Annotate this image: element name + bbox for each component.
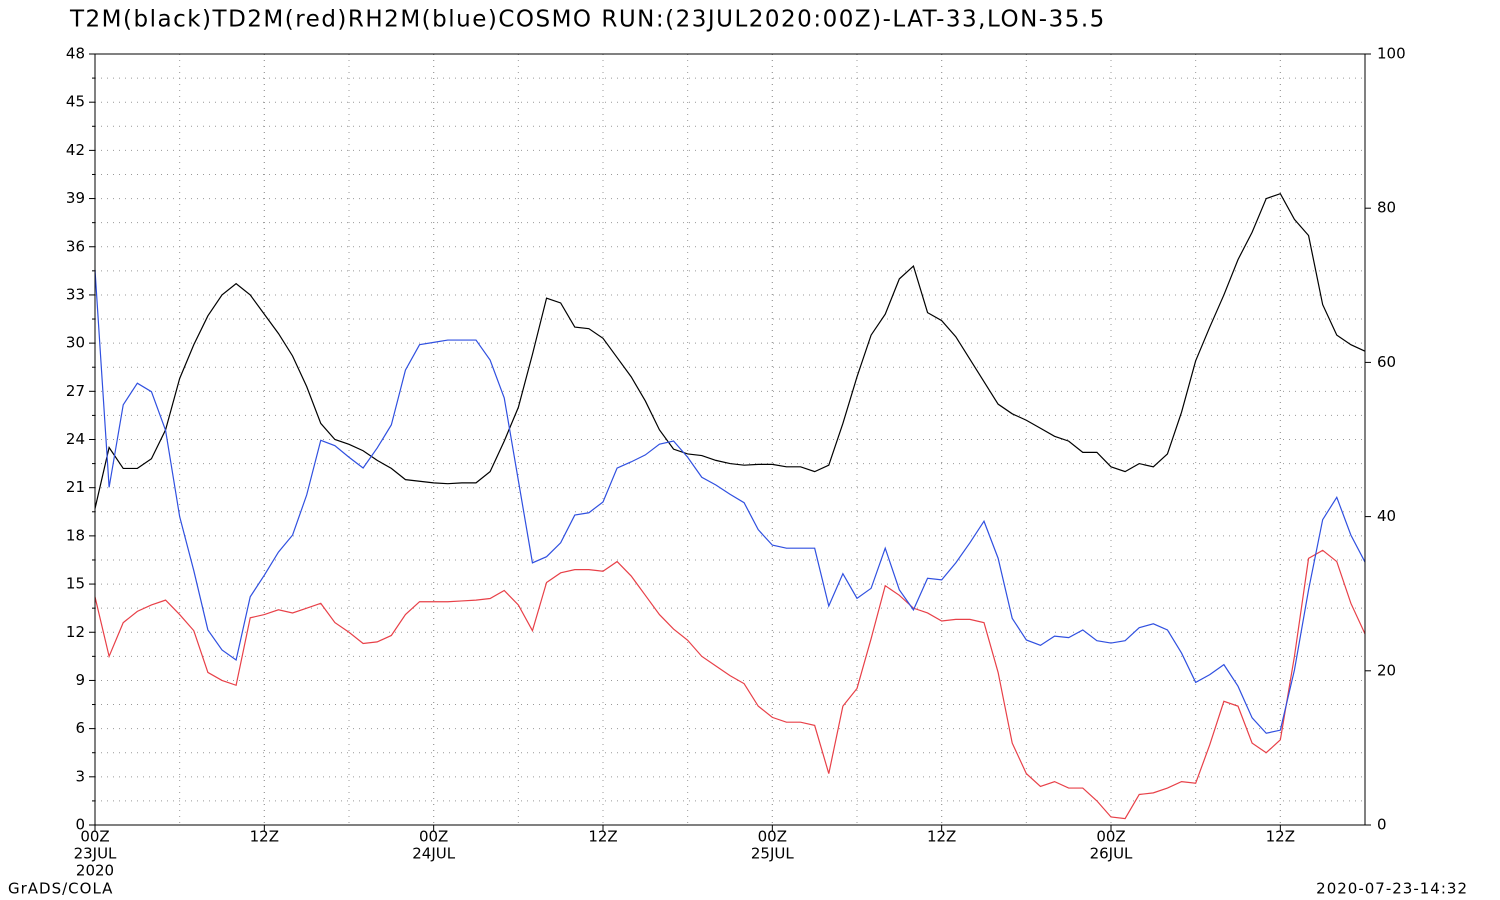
series-line — [94, 549, 1366, 820]
y-tick-label: 30 — [66, 334, 85, 352]
series-line — [94, 193, 1366, 509]
x-tick-label: 12Z — [588, 828, 617, 846]
y-tick-label: 0 — [75, 816, 85, 834]
y2-tick-label: 80 — [1377, 199, 1396, 217]
x-tick-label: 00Z — [1096, 828, 1125, 846]
chart-title: T2M(black)TD2M(red)RH2M(blue)COSMO RUN:(… — [69, 7, 1106, 33]
x-date-label: 25JUL — [751, 845, 794, 863]
y2-tick-label: 100 — [1377, 45, 1406, 63]
plot-frame — [94, 53, 1366, 826]
y-tick-label: 45 — [66, 93, 85, 111]
footer-left: GrADS/COLA — [8, 880, 113, 898]
x-tick-label: 12Z — [1266, 828, 1295, 846]
x-year-label: 2020 — [76, 862, 114, 880]
x-tick-label: 00Z — [80, 828, 109, 846]
y-tick-label: 24 — [66, 430, 85, 448]
x-tick-label: 12Z — [927, 828, 956, 846]
x-tick-label: 00Z — [419, 828, 448, 846]
y-tick-label: 18 — [66, 526, 85, 544]
y-tick-label: 39 — [66, 189, 85, 207]
x-date-label: 24JUL — [412, 845, 455, 863]
y-tick-label: 3 — [75, 767, 85, 785]
y2-tick-label: 0 — [1377, 816, 1387, 834]
y-tick-label: 36 — [66, 237, 85, 255]
y-tick-label: 42 — [66, 141, 85, 159]
y-tick-label: 9 — [75, 671, 85, 689]
y-tick-label: 27 — [66, 382, 85, 400]
y-tick-label: 21 — [66, 478, 85, 496]
y-tick-label: 48 — [66, 45, 85, 63]
y-tick-label: 6 — [75, 719, 85, 737]
y-tick-label: 12 — [66, 623, 85, 641]
x-date-label: 26JUL — [1090, 845, 1133, 863]
x-tick-label: 00Z — [758, 828, 787, 846]
y2-tick-label: 20 — [1377, 661, 1396, 679]
footer-right: 2020-07-23-14:32 — [1316, 880, 1468, 898]
y-tick-label: 15 — [66, 575, 85, 593]
x-tick-label: 12Z — [250, 828, 279, 846]
y-tick-label: 33 — [66, 285, 85, 303]
x-date-label: 23JUL — [74, 845, 117, 863]
y2-tick-label: 40 — [1377, 507, 1396, 525]
series-line — [94, 269, 1366, 734]
y2-tick-label: 60 — [1377, 353, 1396, 371]
